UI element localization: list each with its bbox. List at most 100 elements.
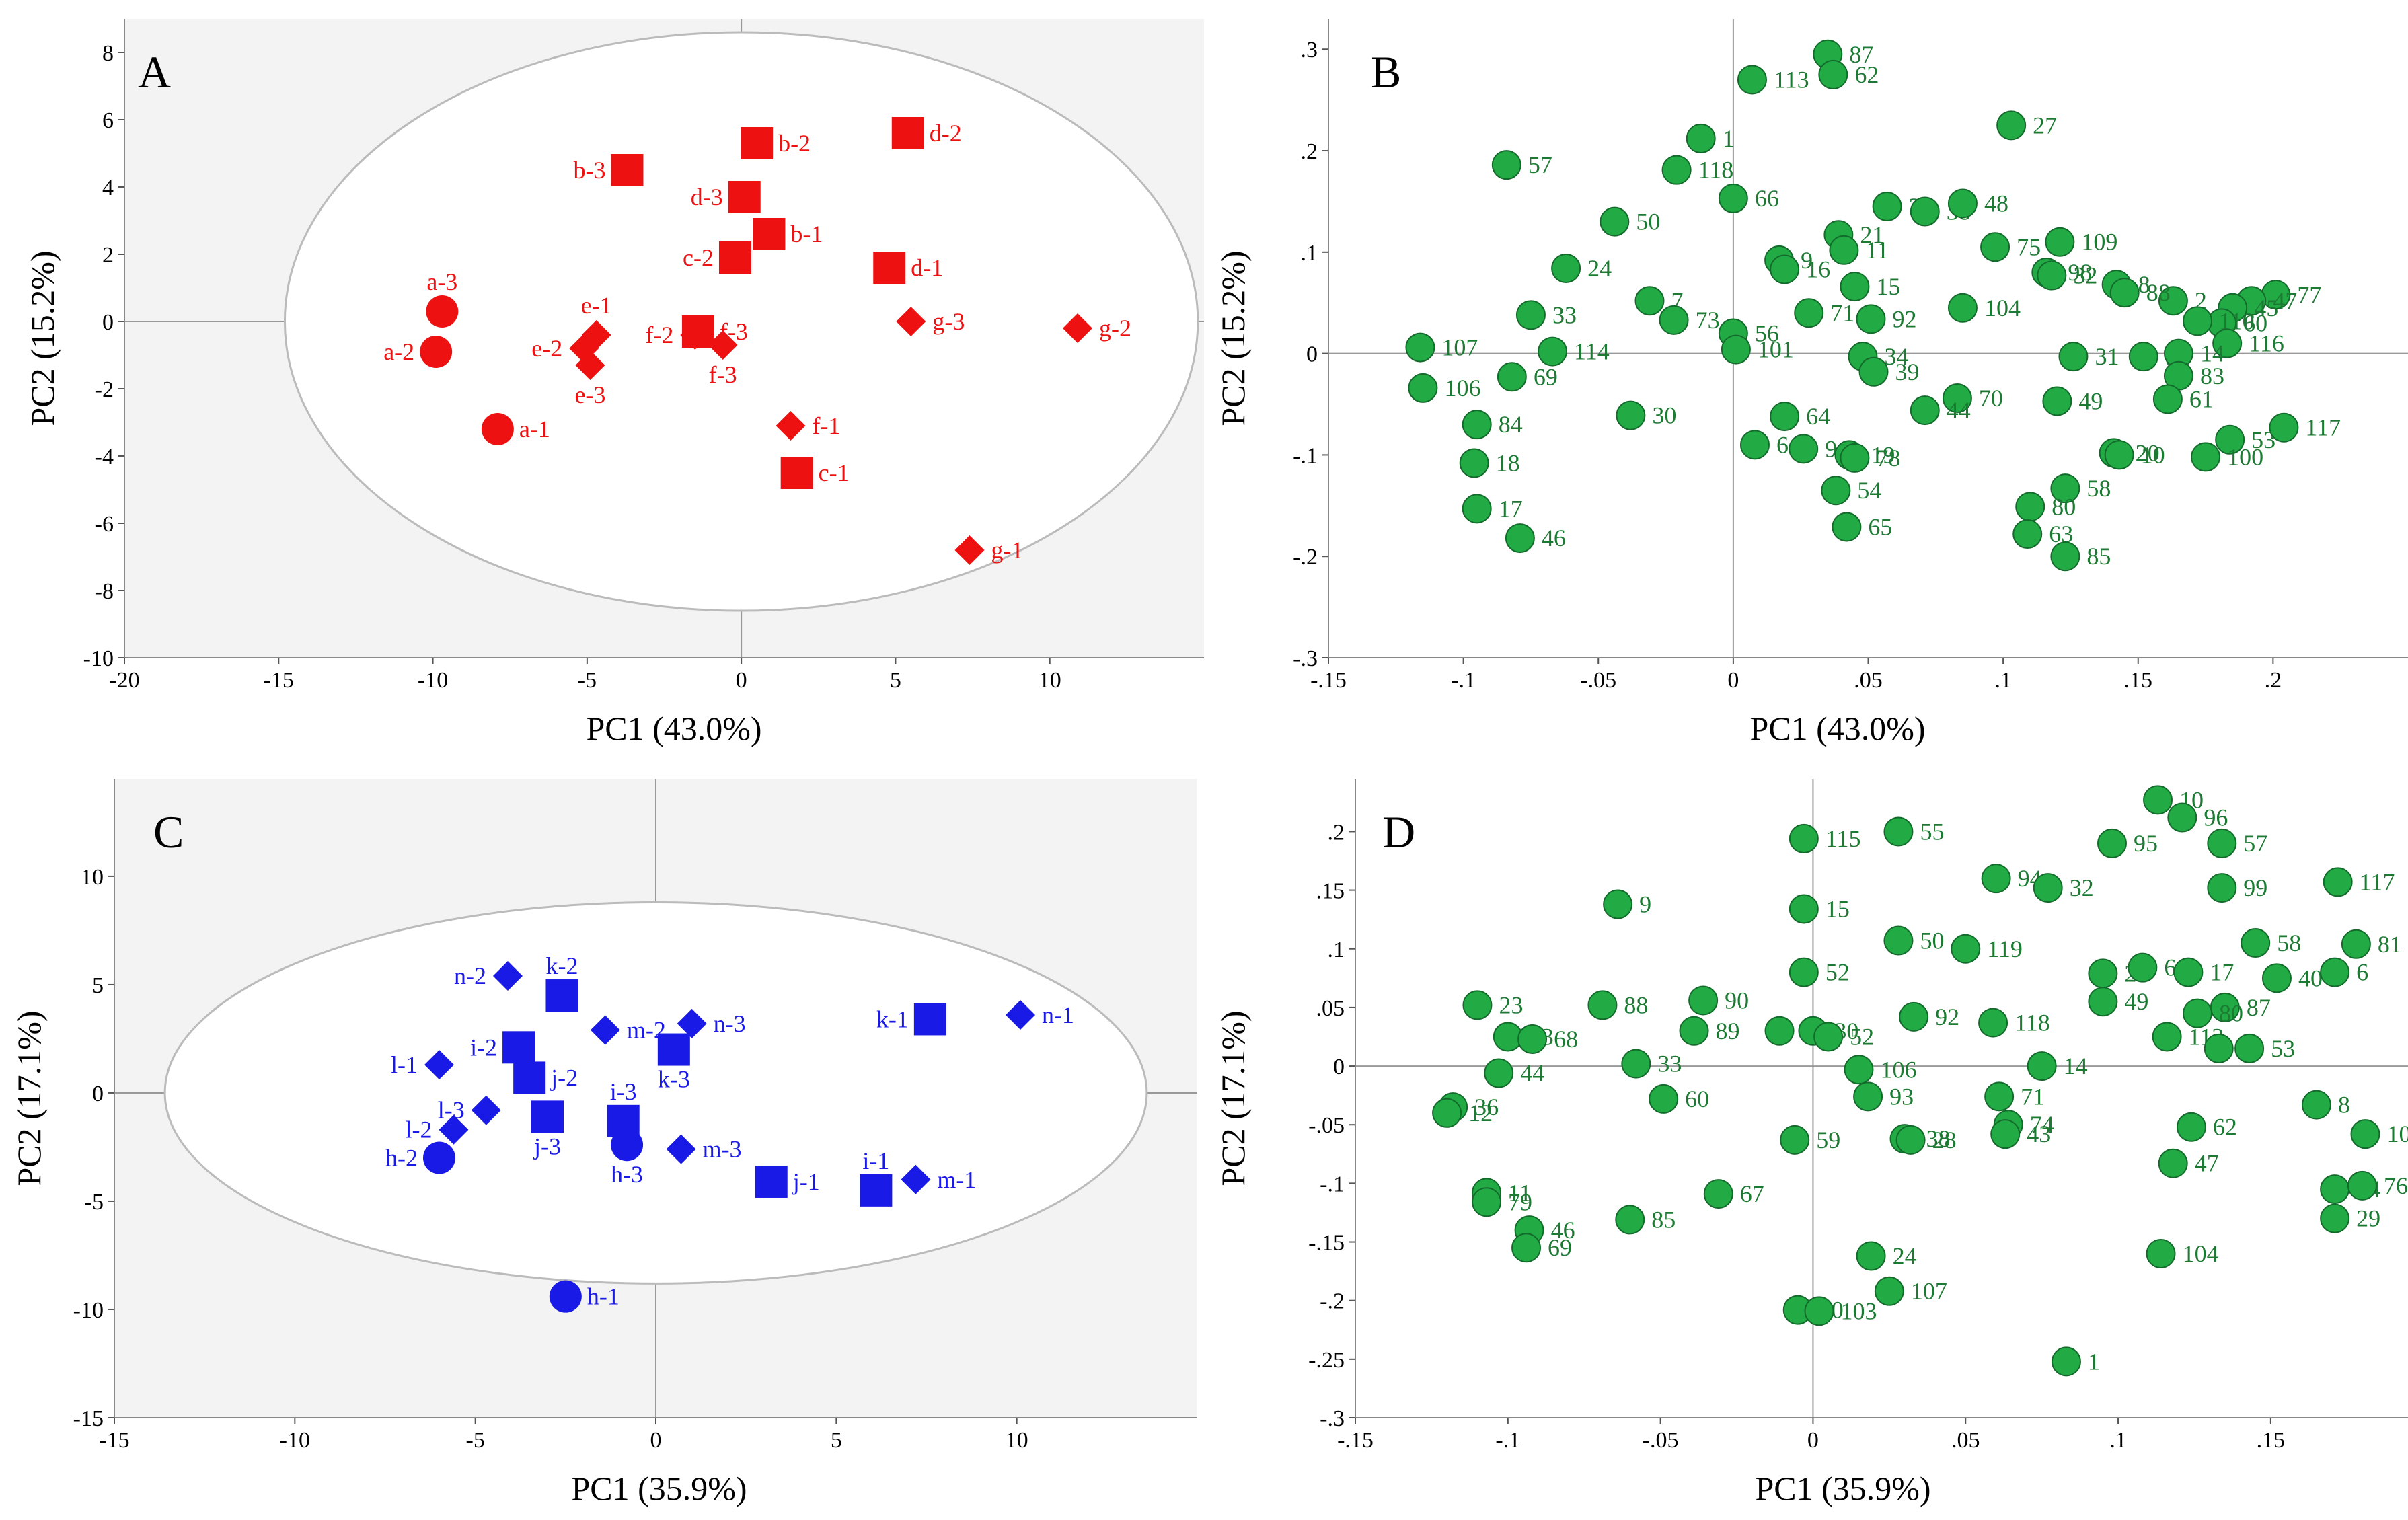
point-marker [2158, 1148, 2188, 1178]
point-marker [575, 350, 605, 380]
point-label: 15 [1876, 273, 1900, 300]
point-marker [2191, 442, 2221, 472]
point-marker [681, 315, 714, 348]
point-label: 27 [2033, 112, 2057, 139]
y-tick-label: -.05 [1308, 1113, 1345, 1138]
point-marker [1600, 206, 1630, 237]
point-marker [2104, 440, 2134, 470]
x-tick-label: -.05 [1643, 1428, 1679, 1453]
point-marker [1615, 1205, 1645, 1235]
point-label: 1 [1723, 125, 1735, 152]
point-label: 85 [2086, 543, 2111, 570]
point-label: d-2 [930, 120, 962, 147]
point-label: 49 [2078, 387, 2103, 414]
point-label: 100 [2386, 1120, 2408, 1147]
point-label: 104 [2183, 1240, 2219, 1267]
point-marker [2143, 785, 2173, 815]
point-marker [1789, 894, 1819, 924]
point-marker [1947, 188, 1978, 219]
point-label: 90 [1725, 987, 1749, 1014]
y-tick-label: -.1 [1320, 1172, 1345, 1196]
x-tick-label: 5 [890, 668, 901, 693]
point-marker [1872, 191, 1902, 221]
point-marker [2088, 987, 2118, 1017]
point-marker [2241, 928, 2271, 958]
x-tick-label: 0 [1727, 668, 1739, 693]
panel-letter: C [153, 806, 184, 858]
point-marker [1659, 305, 1689, 335]
point-label: 54 [1857, 477, 1881, 504]
point-marker [426, 295, 459, 328]
point-label: a-2 [383, 338, 414, 365]
point-label: m-2 [627, 1017, 666, 1044]
point-label: a-3 [426, 268, 457, 295]
point-marker [471, 1095, 501, 1125]
point-marker [2012, 519, 2043, 549]
point-marker [2033, 873, 2063, 903]
point-label: 67 [1740, 1180, 1764, 1207]
point-marker [708, 330, 738, 360]
point-label: 56 [1755, 319, 1779, 346]
x-tick-label: .05 [1854, 668, 1883, 693]
point-label: 99 [2243, 874, 2267, 901]
point-marker [2269, 412, 2299, 443]
point-label: a-1 [519, 416, 550, 443]
point-label: 80 [2219, 1000, 2243, 1027]
point-marker [2212, 328, 2243, 358]
point-marker [1538, 336, 1568, 367]
point-label: 98 [2068, 259, 2092, 286]
point-marker [1813, 1022, 1844, 1052]
point-label: 64 [1806, 403, 1830, 430]
point-label: 93 [1889, 1083, 1914, 1110]
x-tick-label: 10 [1039, 668, 1061, 693]
x-tick-label: .05 [1951, 1428, 1980, 1453]
point-label: i-1 [862, 1147, 889, 1174]
y-tick-label: 4 [102, 176, 114, 200]
point-marker [1703, 1179, 1733, 1209]
point-marker [1984, 1081, 2015, 1112]
y-tick-label: 0 [1333, 1055, 1345, 1079]
point-marker [2234, 1033, 2265, 1063]
y-axis-label: PC2 (15.2%) [24, 250, 61, 426]
point-marker [1840, 443, 1870, 473]
point-label: 62 [2213, 1114, 2237, 1141]
point-marker [439, 1114, 469, 1145]
point-marker [2146, 1238, 2176, 1268]
x-tick-label: 0 [1807, 1428, 1819, 1453]
point-marker [1942, 383, 1972, 413]
y-tick-label: -15 [73, 1406, 104, 1431]
point-marker [1621, 1049, 1651, 1079]
point-label: 68 [1554, 1026, 1578, 1053]
point-label: 77 [2297, 281, 2321, 308]
point-label: 84 [1499, 411, 1523, 438]
point-marker [549, 1280, 582, 1313]
x-tick-label: -20 [109, 668, 139, 693]
y-tick-label: .3 [1301, 38, 1318, 63]
point-marker [2015, 492, 2045, 522]
x-tick-label: 5 [831, 1428, 842, 1453]
y-tick-label: -4 [95, 445, 114, 469]
x-tick-label: .15 [2257, 1428, 2286, 1453]
point-label: 15 [1826, 895, 1850, 922]
point-marker [2152, 1022, 2182, 1052]
panel-a: a-1 a-2 a-3 b-1 b-2 b-3 c-1 c-2 d-1 d-2 d-3 e-1 e-2 e… [0, 0, 1204, 760]
point-label: 24 [1587, 255, 1612, 282]
point-label: 6 [1776, 431, 1789, 458]
point-marker [2341, 929, 2371, 959]
panel-a-chart: a-1 a-2 a-3 b-1 b-2 b-3 c-1 c-2 d-1 d-2 d-3 e-1 e-2 e… [24, 19, 1204, 747]
point-marker [2128, 342, 2158, 372]
point-label: 20 [2136, 439, 2160, 466]
point-marker [2215, 424, 2245, 455]
point-label: 75 [2017, 233, 2041, 260]
point-label: 57 [2243, 830, 2267, 857]
point-label: 59 [1816, 1127, 1840, 1153]
point-label: 11 [1865, 237, 1889, 264]
point-marker [420, 336, 453, 368]
point-label: 61 [2189, 385, 2214, 412]
x-tick-label: .1 [1994, 668, 2012, 693]
point-marker [1840, 272, 1870, 302]
point-marker [2323, 867, 2353, 897]
point-marker [1062, 313, 1092, 343]
point-label: l-2 [405, 1116, 432, 1143]
point-marker [776, 411, 806, 441]
